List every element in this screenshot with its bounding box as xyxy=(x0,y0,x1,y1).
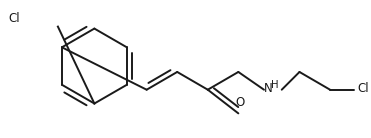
Text: Cl: Cl xyxy=(9,12,20,25)
Text: O: O xyxy=(236,96,245,109)
Text: Cl: Cl xyxy=(358,82,369,95)
Text: N: N xyxy=(263,82,272,95)
Text: H: H xyxy=(271,80,279,90)
